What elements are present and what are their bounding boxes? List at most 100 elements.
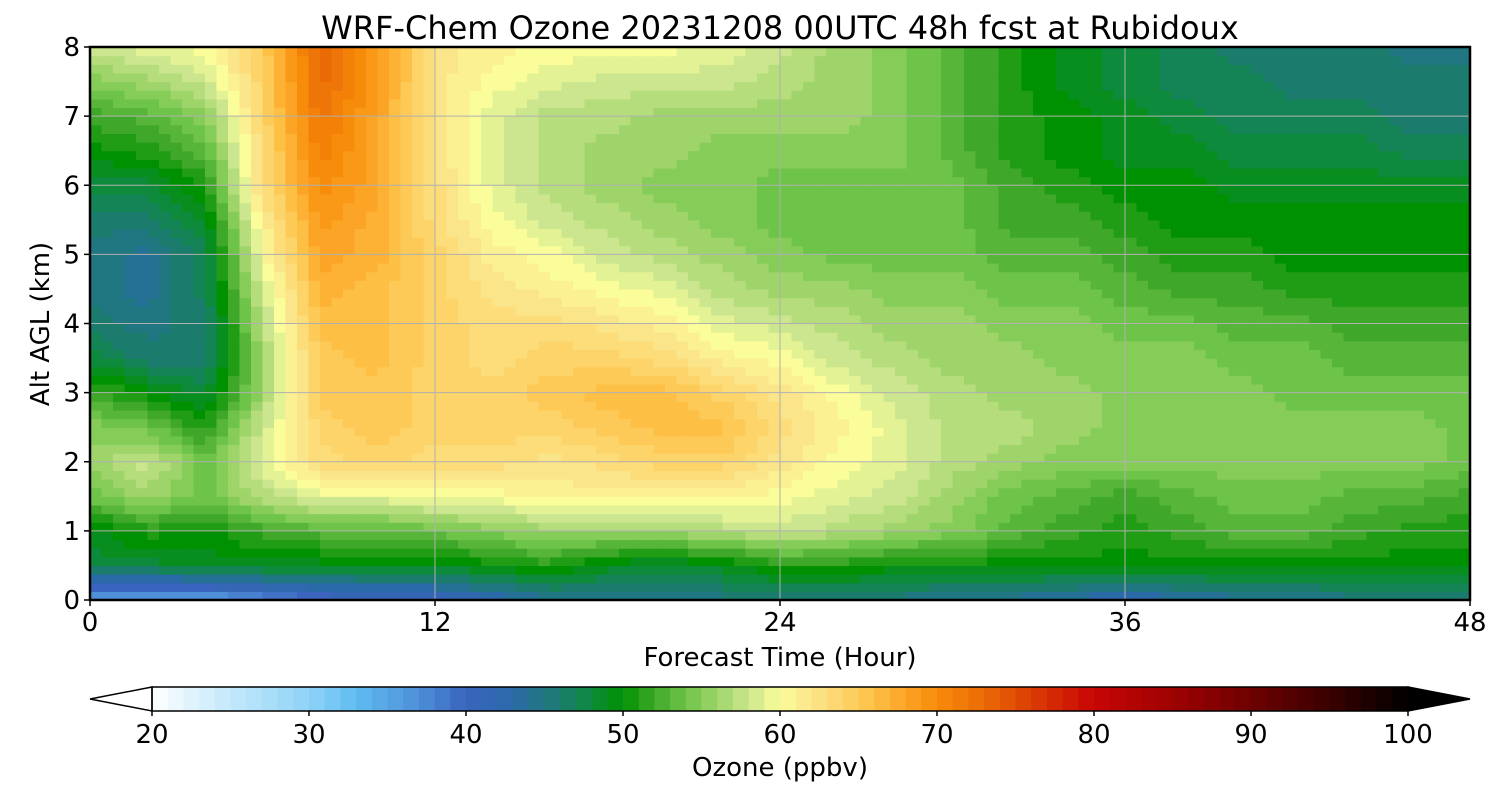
field-cell xyxy=(297,470,310,480)
field-cell xyxy=(1401,280,1414,290)
field-cell xyxy=(90,263,103,273)
field-cell xyxy=(435,582,448,592)
field-cell xyxy=(1217,314,1230,325)
field-cell xyxy=(780,479,793,489)
field-cell xyxy=(573,470,586,480)
field-cell xyxy=(596,556,609,567)
field-cell xyxy=(711,461,724,471)
field-cell xyxy=(1136,297,1149,307)
field-cell xyxy=(1424,271,1437,281)
field-cell xyxy=(1228,574,1241,584)
field-cell xyxy=(538,254,551,264)
field-cell xyxy=(90,435,103,446)
field-cell xyxy=(964,574,977,584)
field-cell xyxy=(308,288,321,299)
field-cell xyxy=(642,349,655,359)
field-cell xyxy=(1159,366,1172,376)
field-cell xyxy=(791,530,804,541)
field-cell xyxy=(1102,323,1115,333)
field-cell xyxy=(1366,271,1379,281)
field-cell xyxy=(791,565,804,575)
field-cell xyxy=(607,349,620,359)
field-cell xyxy=(193,288,206,299)
field-cell xyxy=(354,496,367,506)
field-cell xyxy=(826,444,839,454)
field-cell xyxy=(446,470,459,480)
field-cell xyxy=(1159,280,1172,290)
field-cell xyxy=(1125,487,1138,497)
field-cell xyxy=(550,237,563,247)
field-cell xyxy=(504,340,517,351)
field-cell xyxy=(699,280,712,290)
field-cell xyxy=(642,522,655,532)
field-cell xyxy=(837,263,850,273)
field-cell xyxy=(527,591,540,600)
field-cell xyxy=(849,461,862,471)
field-cell xyxy=(699,496,712,506)
field-cell xyxy=(918,479,931,489)
field-cell xyxy=(147,280,160,290)
field-cell xyxy=(906,306,919,316)
field-cell xyxy=(584,297,597,307)
field-cell xyxy=(837,306,850,316)
field-cell xyxy=(688,409,701,420)
field-cell xyxy=(1056,418,1069,428)
field-cell xyxy=(389,297,402,307)
field-cell xyxy=(596,496,609,506)
field-cell xyxy=(975,435,988,446)
field-cell xyxy=(1332,435,1345,446)
field-cell xyxy=(216,358,229,368)
field-cell xyxy=(1355,574,1368,584)
field-cell xyxy=(527,323,540,333)
field-cell xyxy=(745,591,758,600)
field-cell xyxy=(159,237,172,247)
field-cell xyxy=(446,237,459,247)
field-cell xyxy=(262,487,275,497)
field-cell xyxy=(722,288,735,299)
field-cell xyxy=(216,548,229,558)
field-cell xyxy=(1067,539,1080,549)
field-cell xyxy=(745,271,758,281)
field-cell xyxy=(987,496,1000,506)
field-cell xyxy=(1182,358,1195,368)
field-cell xyxy=(101,349,114,359)
field-cell xyxy=(1274,479,1287,489)
field-cell xyxy=(757,565,770,575)
field-cell xyxy=(1401,496,1414,506)
field-cell xyxy=(1389,409,1402,420)
field-cell xyxy=(239,582,252,592)
field-cell xyxy=(136,470,149,480)
field-cell xyxy=(1320,271,1333,281)
field-cell xyxy=(228,366,241,376)
field-cell xyxy=(239,504,252,515)
field-cell xyxy=(1067,332,1080,342)
field-cell xyxy=(1343,254,1356,264)
field-cell xyxy=(826,358,839,368)
field-cell xyxy=(331,556,344,567)
field-cell xyxy=(400,504,413,515)
field-cell xyxy=(872,332,885,342)
field-cell xyxy=(1332,556,1345,567)
field-cell xyxy=(458,479,471,489)
field-cell xyxy=(1125,565,1138,575)
field-cell xyxy=(343,591,356,600)
field-cell xyxy=(377,461,390,471)
field-cell xyxy=(1056,479,1069,489)
field-cell xyxy=(561,504,574,515)
field-cell xyxy=(895,314,908,325)
field-cell xyxy=(1228,366,1241,376)
field-cell xyxy=(952,314,965,325)
field-cell xyxy=(113,271,126,281)
field-cell xyxy=(745,280,758,290)
field-cell xyxy=(377,366,390,376)
field-cell xyxy=(366,306,379,316)
field-cell xyxy=(1343,582,1356,592)
field-cell xyxy=(688,332,701,342)
field-cell xyxy=(446,332,459,342)
field-cell xyxy=(550,401,563,411)
field-cell xyxy=(136,427,149,437)
field-cell xyxy=(699,254,712,264)
field-cell xyxy=(757,409,770,420)
field-cell xyxy=(389,574,402,584)
field-cell xyxy=(596,522,609,532)
